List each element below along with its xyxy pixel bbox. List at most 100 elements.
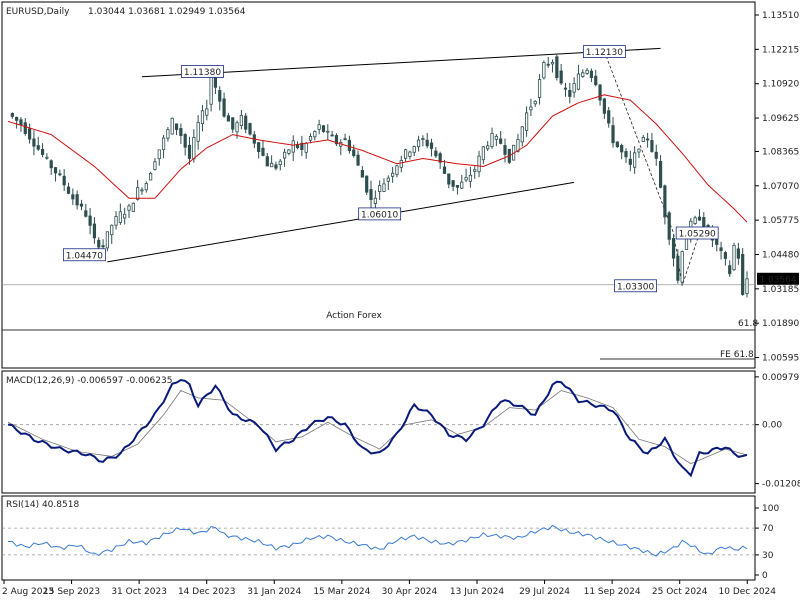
candle-body	[460, 181, 464, 189]
candle-body	[654, 151, 658, 159]
candle-body	[287, 149, 291, 154]
macd-y-tick-label: 0.009795	[762, 373, 800, 383]
candle-body	[529, 106, 533, 111]
candle-body	[97, 239, 101, 248]
candle-body	[356, 154, 360, 166]
rsi-line	[7, 524, 748, 557]
candle-body	[71, 194, 75, 200]
candle-body	[615, 141, 619, 148]
candle-body	[658, 160, 663, 188]
candle-body	[391, 172, 395, 177]
candle-body	[174, 123, 179, 130]
x-tick-label: 31 Oct 2023	[111, 587, 167, 597]
candle-body	[434, 150, 438, 157]
candle-body	[58, 173, 62, 176]
macd-y-tick-label: -0.012081	[762, 480, 800, 490]
candle-body	[222, 98, 226, 117]
candle-body	[464, 176, 468, 181]
candle-body	[321, 125, 326, 132]
price-label-text: 1.05290	[679, 230, 716, 240]
candle-body	[231, 117, 235, 130]
candle-body	[702, 217, 706, 229]
candle-body	[209, 76, 213, 105]
candle-body	[637, 148, 641, 153]
candle-body	[123, 213, 127, 219]
candle-body	[555, 56, 559, 78]
candle-body	[451, 180, 455, 187]
candle-body	[239, 115, 243, 126]
candle-body	[494, 135, 498, 140]
candle-body	[447, 173, 451, 185]
candle-body	[516, 138, 520, 152]
candle-body	[741, 254, 745, 295]
candle-body	[226, 115, 231, 122]
x-tick-label: 15 Sep 2023	[43, 587, 100, 597]
candle-body	[248, 123, 252, 135]
candle-body	[218, 90, 222, 102]
candle-body	[278, 160, 282, 165]
price-label-text: 1.11380	[184, 68, 221, 78]
candle-body	[524, 112, 529, 131]
fe-61-8-label: FE 61.8	[720, 350, 754, 360]
fib-61-8-label: 61.8	[738, 319, 758, 329]
candle-body	[520, 126, 524, 143]
candle-body	[680, 251, 684, 283]
candle-body	[235, 122, 239, 133]
candle-body	[546, 63, 550, 66]
candle-body	[153, 161, 157, 170]
candle-body	[421, 138, 425, 140]
candle-body	[45, 156, 49, 159]
price-label-box	[358, 207, 402, 221]
price-y-tick-label: 1.01890	[762, 319, 799, 329]
candle-body	[581, 72, 585, 77]
candle-body	[403, 149, 408, 159]
candle-body	[196, 121, 200, 142]
candle-body	[313, 131, 317, 138]
price-panel-frame	[1, 1, 756, 369]
price-y-tick-label: 1.10920	[762, 80, 799, 90]
candle-body	[576, 73, 581, 90]
chart-ohlc-values: 1.03044 1.03681 1.02949 1.03564	[88, 7, 246, 17]
candle-body	[719, 247, 723, 251]
candle-body	[49, 160, 53, 169]
candle-body	[550, 61, 555, 65]
candle-body	[365, 175, 369, 193]
candle-body	[503, 145, 507, 155]
price-y-tick-label: 1.04480	[762, 250, 799, 260]
candle-body	[274, 164, 278, 169]
candle-body	[308, 135, 313, 141]
candle-body	[161, 137, 166, 150]
candle-body	[244, 115, 248, 130]
candle-body	[265, 156, 269, 167]
candle-body	[10, 113, 14, 117]
candle-body	[183, 133, 187, 148]
x-tick-label: 25 Oct 2024	[652, 587, 708, 597]
candle-body	[671, 238, 676, 259]
watermark: Action Forex	[326, 311, 382, 321]
x-tick-label: 10 Dec 2024	[719, 587, 777, 597]
candle-body	[352, 149, 356, 157]
price-label-box	[62, 248, 106, 262]
candle-body	[378, 185, 382, 192]
candle-body	[697, 216, 702, 221]
candle-body	[481, 146, 485, 161]
rsi-y-tick-label: 0	[762, 571, 768, 581]
candle-body	[360, 170, 364, 178]
candle-body	[140, 189, 144, 192]
candle-body	[118, 211, 122, 223]
candle-body	[170, 117, 174, 135]
x-tick-label: 31 Jan 2024	[247, 587, 301, 597]
candle-body	[270, 162, 274, 168]
rsi-y-tick-label: 70	[762, 524, 774, 534]
candle-body	[676, 255, 680, 281]
candle-body	[192, 137, 196, 160]
price-label-text: 1.12130	[586, 48, 623, 58]
candle-body	[205, 108, 209, 116]
lower-trendline	[107, 181, 575, 263]
chart-symbol-title: EURUSD,Daily	[6, 7, 70, 17]
candle-body	[166, 129, 170, 139]
candle-body	[15, 116, 19, 121]
candle-body	[598, 84, 602, 101]
candle-body	[149, 172, 153, 181]
